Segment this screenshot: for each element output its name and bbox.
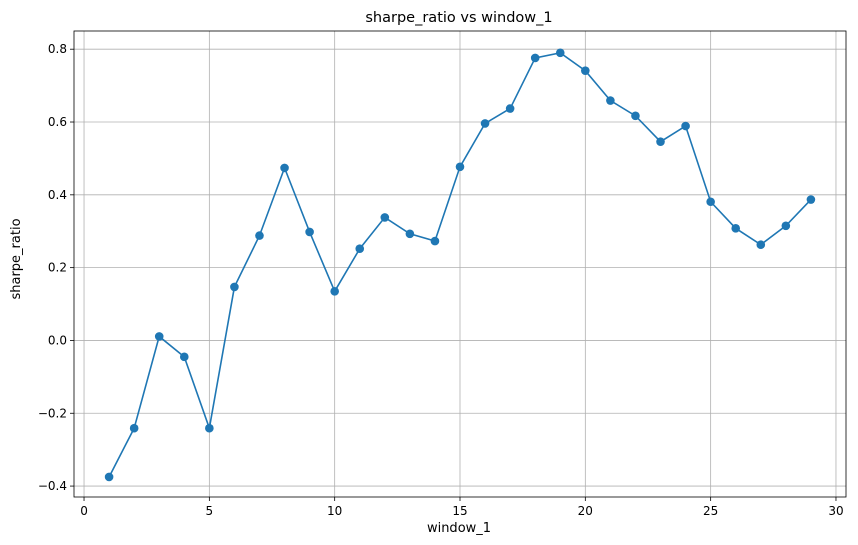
- data-point: [581, 66, 590, 75]
- x-tick-label: 5: [206, 504, 214, 518]
- series-line: [104, 48, 816, 482]
- data-point: [430, 236, 440, 246]
- data-point: [380, 213, 390, 222]
- data-point: [129, 423, 139, 433]
- data-point: [280, 163, 289, 173]
- data-point: [606, 96, 615, 105]
- data-point: [480, 119, 490, 128]
- data-point: [681, 121, 690, 131]
- data-point: [154, 332, 164, 341]
- data-point: [355, 244, 365, 254]
- y-tick-label: 0.6: [48, 115, 67, 129]
- data-point: [230, 282, 239, 292]
- data-point: [731, 224, 741, 233]
- data-point: [505, 104, 515, 113]
- x-tick-label: 0: [80, 504, 88, 518]
- y-tick-label: 0.2: [48, 261, 67, 275]
- data-point: [706, 197, 715, 207]
- data-point: [656, 137, 665, 146]
- y-tick-label: 0.8: [48, 42, 67, 56]
- y-tick-label: 0.4: [48, 188, 67, 202]
- data-point: [781, 221, 791, 231]
- axes: 0 5 10 15 20 25 30 −0.4 −0.2 0.0 0.2 0.4 0.6 0.8: [38, 30, 847, 518]
- data-point: [405, 229, 415, 239]
- x-tick-label: 20: [578, 504, 593, 518]
- data-point: [806, 195, 816, 204]
- x-tick-label: 15: [452, 504, 467, 518]
- data-point: [330, 287, 339, 296]
- data-point: [756, 240, 766, 250]
- x-tick-label: 25: [703, 504, 718, 518]
- x-tick-label: 10: [327, 504, 342, 518]
- data-point: [631, 111, 640, 121]
- data-point: [255, 231, 264, 240]
- y-axis-label: sharpe_ratio: [9, 218, 24, 299]
- y-tick-label: 0.0: [48, 333, 67, 347]
- data-point: [104, 472, 114, 482]
- data-point: [205, 423, 214, 433]
- y-tick-label: −0.2: [38, 406, 67, 420]
- data-point: [555, 48, 565, 58]
- x-tick-label: 30: [828, 504, 843, 518]
- gridlines: [74, 31, 846, 497]
- data-point: [530, 53, 540, 63]
- y-tick-label: −0.4: [38, 479, 67, 493]
- chart-title: sharpe_ratio vs window_1: [365, 10, 552, 26]
- data-point: [179, 352, 189, 362]
- x-axis-label: window_1: [427, 521, 491, 536]
- data-point: [305, 227, 314, 237]
- data-point: [455, 162, 465, 172]
